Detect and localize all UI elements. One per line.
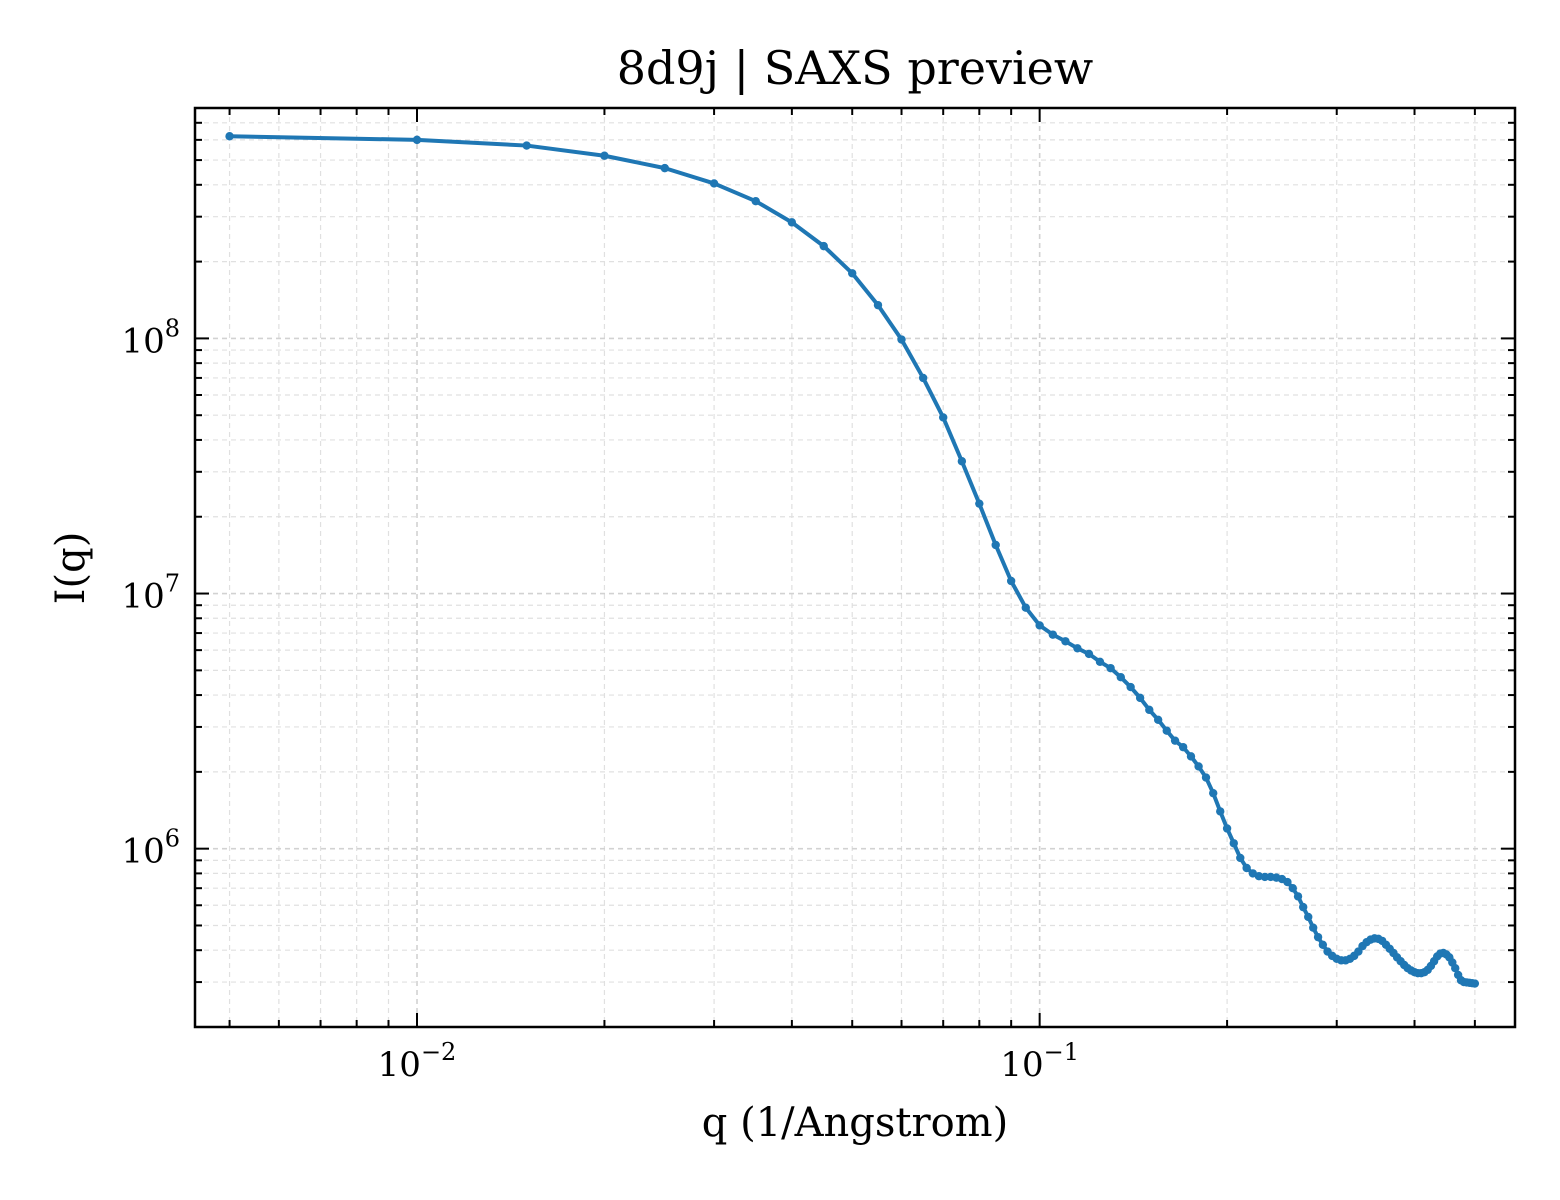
- data-point: [1116, 672, 1126, 682]
- data-point: [1048, 630, 1058, 639]
- data-point: [1451, 964, 1460, 973]
- data-point: [939, 413, 948, 422]
- data-point: [600, 151, 609, 160]
- data-point: [1260, 872, 1270, 882]
- data-point: [1283, 877, 1292, 887]
- data-point: [1236, 853, 1245, 863]
- y-tick-label: 108: [121, 314, 180, 361]
- data-point: [1318, 940, 1328, 949]
- data-point: [897, 335, 906, 344]
- data-point: [1061, 637, 1070, 646]
- data-point: [1178, 742, 1188, 752]
- data-point: [751, 196, 760, 206]
- data-point: [787, 218, 797, 227]
- data-point: [1153, 715, 1163, 724]
- tick-labels: 10−2 10−1 106 107 108: [121, 314, 1079, 1085]
- data-point: [1201, 773, 1211, 782]
- y-tick-label: 107: [121, 570, 180, 617]
- data-point: [819, 241, 828, 251]
- data-point: [709, 179, 719, 188]
- data-point: [1209, 788, 1218, 798]
- data-point: [1222, 824, 1232, 833]
- data-point: [975, 499, 984, 508]
- data-point: [1470, 979, 1480, 988]
- grid-major: [195, 108, 1515, 1027]
- data-point: [225, 132, 234, 141]
- data-point: [522, 141, 531, 150]
- data-point: [1313, 932, 1323, 942]
- x-tick-label: 10−2: [378, 1038, 457, 1085]
- data-point: [1162, 726, 1171, 735]
- data-point: [1309, 923, 1318, 932]
- data-point: [1126, 682, 1135, 692]
- x-axis-label: q (1/Angstrom): [702, 1100, 1008, 1146]
- data-point: [957, 457, 967, 466]
- axis-ticks: [195, 107, 1515, 1028]
- data-point: [1170, 736, 1180, 745]
- data-point: [1298, 902, 1308, 912]
- data-point: [1145, 705, 1154, 715]
- series-markers: [225, 132, 1480, 988]
- x-tick-label: 10−1: [1000, 1038, 1079, 1085]
- data-point: [918, 373, 928, 383]
- data-point: [848, 269, 857, 278]
- data-point: [1186, 752, 1196, 761]
- data-point: [1242, 863, 1251, 873]
- data-point: [1035, 621, 1044, 630]
- grid-minor: [195, 107, 1515, 1028]
- y-axis-label: I(q): [48, 532, 94, 605]
- chart-title: 8d9j | SAXS preview: [617, 41, 1094, 95]
- data-point: [1216, 807, 1225, 816]
- data-point: [660, 163, 669, 173]
- data-point: [1106, 663, 1115, 673]
- data-point: [1304, 912, 1313, 922]
- data-point: [1135, 693, 1145, 703]
- data-point: [1021, 603, 1030, 612]
- data-point: [991, 540, 1000, 550]
- data-point: [1288, 883, 1297, 893]
- data-point: [1084, 649, 1094, 659]
- data-point: [412, 135, 422, 145]
- y-tick-label: 106: [121, 825, 180, 872]
- data-point: [1229, 839, 1238, 848]
- data-point: [1006, 576, 1016, 586]
- data-point: [1194, 762, 1203, 771]
- data-point: [1293, 892, 1303, 901]
- data-point: [1095, 657, 1105, 667]
- plot-frame: [193, 106, 1517, 1029]
- data-point: [873, 300, 883, 310]
- data-point: [1073, 644, 1082, 653]
